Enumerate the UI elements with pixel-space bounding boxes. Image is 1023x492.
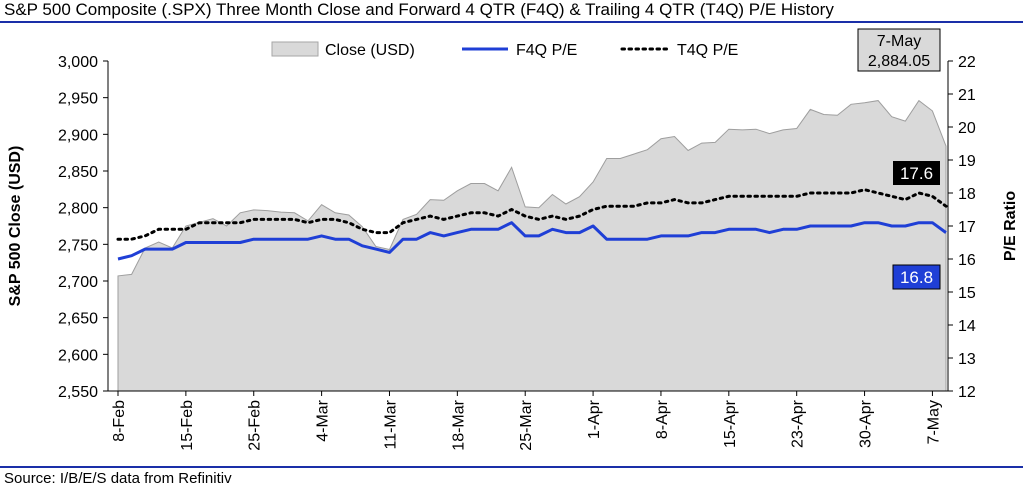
x-tick-label: 7-May (925, 400, 942, 444)
latest-close-value: 2,884.05 (868, 53, 930, 70)
left-tick-label: 2,550 (58, 384, 98, 401)
t4q-latest-box (893, 161, 940, 185)
f4q-pe-line (117, 221, 947, 261)
x-tick-label: 25-Feb (247, 400, 264, 451)
f4q-latest-box (892, 264, 941, 290)
legend-item-f4q: F4Q P/E (462, 42, 577, 59)
right-tick-label: 18 (958, 186, 976, 203)
right-tick-label: 21 (958, 87, 976, 104)
x-tick-label: 4-Mar (315, 399, 332, 441)
top-rule (0, 21, 1023, 23)
close-area-layer (117, 99, 947, 392)
left-tick-label: 2,900 (58, 127, 98, 144)
bottom-rule (0, 466, 1023, 468)
legend-t4q-label: T4Q P/E (677, 42, 738, 59)
latest-close-box (857, 28, 941, 72)
left-tick-label: 2,750 (58, 237, 98, 254)
legend-item-t4q: T4Q P/E (620, 42, 738, 59)
legend-close-swatch (271, 41, 319, 57)
x-tick-label: 1-Apr (586, 399, 603, 439)
t4q-pe-line (116, 188, 948, 241)
right-tick-label: 19 (958, 153, 976, 170)
left-tick-label: 2,600 (58, 347, 98, 364)
right-tick-label: 13 (958, 351, 976, 368)
left-tick-label: 2,850 (58, 164, 98, 181)
x-tick-label: 8-Apr (654, 399, 671, 439)
right-tick-label: 20 (958, 120, 976, 137)
right-tick-label: 22 (958, 54, 976, 71)
chart-title: S&P 500 Composite (.SPX) Three Month Clo… (4, 0, 834, 19)
right-axis-ticks: 12 13 14 15 16 17 18 19 20 21 22 (948, 54, 976, 401)
left-tick-label: 3,000 (58, 54, 98, 71)
t4q-latest-value: 17.6 (900, 164, 933, 183)
left-tick-label: 2,950 (58, 91, 98, 108)
legend-f4q-label: F4Q P/E (516, 42, 577, 59)
f4q-latest-annotation: 16.8 (892, 264, 941, 290)
x-tick-label: 15-Feb (179, 400, 196, 451)
left-tick-label: 2,700 (58, 274, 98, 291)
right-tick-label: 16 (958, 252, 976, 269)
x-tick-label: 30-Apr (858, 399, 875, 448)
right-tick-label: 15 (958, 285, 976, 302)
latest-close-date: 7-May (877, 33, 921, 50)
left-tick-label: 2,800 (58, 201, 98, 218)
pe-lines-layer (116, 188, 948, 261)
source-note: Source: I/B/E/S data from Refinitiv (4, 470, 232, 487)
x-tick-label: 18-Mar (450, 399, 467, 450)
right-tick-label: 14 (958, 318, 976, 335)
left-axis-ticks: 2,550 2,600 2,650 2,700 2,750 2,800 2,850 2,900… (58, 54, 108, 401)
x-tick-label: 23-Apr (790, 399, 807, 448)
close-area (117, 99, 947, 392)
legend-close-label: Close (USD) (325, 42, 415, 59)
x-tick-label: 8-Feb (111, 400, 128, 442)
x-tick-label: 11-Mar (382, 399, 399, 449)
t4q-latest-annotation: 17.6 (893, 161, 940, 185)
left-axis-title: S&P 500 Close (USD) (7, 146, 24, 307)
right-axis-title: P/E Ratio (1002, 191, 1019, 261)
legend: Close (USD) F4Q P/E T4Q P/E (271, 41, 738, 59)
x-axis-ticks: 8-Feb 15-Feb 25-Feb 4-Mar 11-Mar 18-Mar 25-Mar… (111, 391, 942, 451)
legend-item-close: Close (USD) (271, 41, 415, 59)
right-tick-label: 12 (958, 384, 976, 401)
x-tick-label: 15-Apr (722, 399, 739, 448)
latest-close-annotation: 7-May 2,884.05 (857, 28, 941, 72)
chart-canvas: 2,550 2,600 2,650 2,700 2,750 2,800 2,850 2,900… (7, 28, 1019, 451)
left-tick-label: 2,650 (58, 311, 98, 328)
x-tick-label: 25-Mar (518, 399, 535, 450)
right-tick-label: 17 (958, 219, 976, 236)
f4q-latest-value: 16.8 (900, 268, 933, 287)
